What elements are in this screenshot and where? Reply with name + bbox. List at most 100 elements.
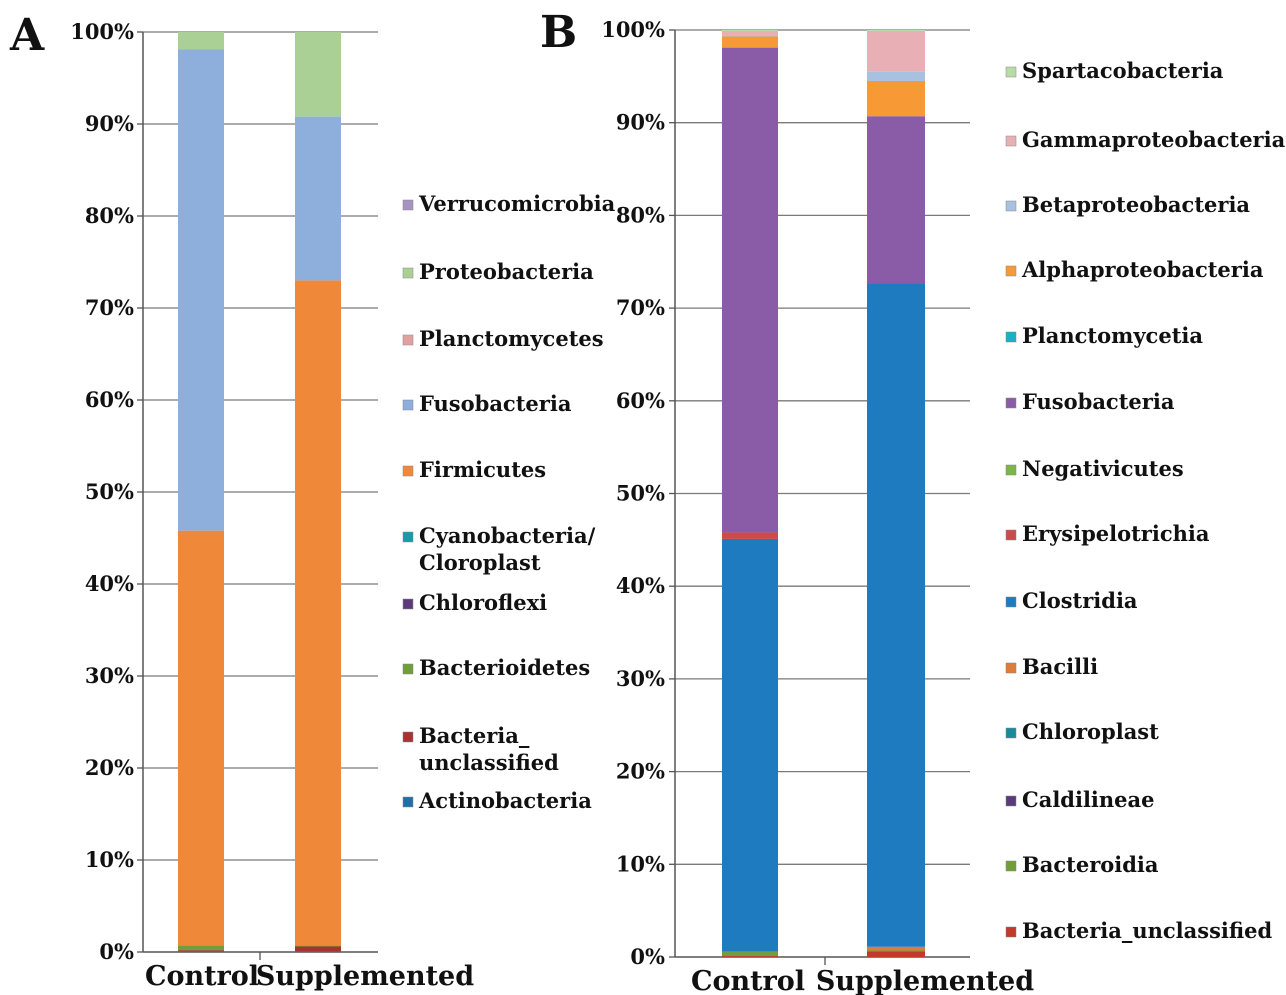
category-label: Control <box>145 961 259 992</box>
legend-label: Bacterioidetes <box>419 655 590 680</box>
y-tick-label: 0% <box>99 939 134 964</box>
legend-label: Betaproteobacteria <box>1022 192 1250 217</box>
bar-segment <box>295 32 341 117</box>
legend-swatch <box>1006 398 1016 408</box>
bar-segment <box>722 36 778 47</box>
legend-label: Bacteria_unclassified <box>1022 918 1273 943</box>
bar-segment <box>295 951 341 952</box>
y-tick-label: 80% <box>85 203 134 228</box>
panel-label: A <box>9 10 45 61</box>
y-tick-label: 60% <box>85 387 134 412</box>
bar-segment <box>722 532 778 538</box>
legend-swatch <box>1006 332 1016 342</box>
legend-label: Alphaproteobacteria <box>1021 257 1264 282</box>
y-tick-label: 80% <box>616 202 665 227</box>
legend-label: Bacteria_unclassified <box>419 723 559 775</box>
panel-label: B <box>540 7 577 58</box>
legend-label: Proteobacteria <box>419 259 594 284</box>
legend-label: Clostridia <box>1022 588 1138 613</box>
y-tick-label: 30% <box>85 663 134 688</box>
legend-label: Firmicutes <box>419 457 546 482</box>
bar-segment <box>722 951 778 956</box>
legend-swatch <box>403 599 413 609</box>
legend-swatch <box>403 797 413 807</box>
y-tick-label: 70% <box>85 295 134 320</box>
y-tick-label: 100% <box>70 19 134 44</box>
y-tick-label: 0% <box>630 944 665 969</box>
bar-segment <box>722 36 778 37</box>
legend-label: Fusobacteria <box>419 391 572 416</box>
legend-label: Verrucomicrobia <box>418 191 616 216</box>
legend-swatch <box>1006 927 1016 937</box>
legend-label: Planctomycetia <box>1022 323 1203 348</box>
bar-segment <box>867 31 925 72</box>
bar-segment <box>867 72 925 81</box>
bar-segment <box>867 30 925 31</box>
y-tick-label: 90% <box>616 110 665 135</box>
legend-swatch <box>403 335 413 345</box>
bar-segment <box>295 946 341 947</box>
y-tick-label: 40% <box>85 571 134 596</box>
y-tick-label: 70% <box>616 295 665 320</box>
bar-segment <box>178 951 224 952</box>
bar-segment <box>722 539 778 952</box>
bar-segment <box>722 31 778 36</box>
y-tick-label: 50% <box>85 479 134 504</box>
y-tick-label: 90% <box>85 111 134 136</box>
legend-label: Negativicutes <box>1022 456 1184 481</box>
category-label: Supplemented <box>256 961 474 992</box>
bar-segment <box>295 117 341 281</box>
y-tick-label: 40% <box>616 573 665 598</box>
bar-segment <box>722 956 778 957</box>
y-tick-label: 10% <box>616 851 665 876</box>
legend-swatch <box>1006 796 1016 806</box>
legend-label: Cyanobacteria/Cloroplast <box>419 523 596 575</box>
legend-label: Bacilli <box>1022 654 1098 679</box>
bar-segment <box>722 30 778 31</box>
legend-label: Chloroflexi <box>419 590 547 615</box>
legend-swatch <box>403 200 413 210</box>
legend-label: Fusobacteria <box>1022 389 1175 414</box>
legend-swatch <box>1006 861 1016 871</box>
legend-swatch <box>1006 266 1016 276</box>
category-label: Supplemented <box>816 966 1034 995</box>
legend-label: Chloroplast <box>1022 719 1159 744</box>
legend-label: Erysipelotrichia <box>1022 521 1210 546</box>
legend-swatch <box>403 732 413 742</box>
legend-swatch <box>1006 663 1016 673</box>
bar-segment <box>867 947 925 951</box>
category-label: Control <box>691 966 805 995</box>
legend-swatch <box>1006 201 1016 211</box>
bar-segment <box>295 946 341 951</box>
legend-swatch <box>1006 597 1016 607</box>
y-tick-label: 50% <box>616 481 665 506</box>
bar-segment <box>867 951 925 952</box>
legend-label: Actinobacteria <box>418 788 592 813</box>
y-tick-label: 30% <box>616 666 665 691</box>
y-tick-label: 60% <box>616 388 665 413</box>
legend-swatch <box>403 268 413 278</box>
panel-a: A 0% 10% 20% 30% 40% 50% 60% 70% 80% 90% 100% Contro… <box>9 10 616 992</box>
bar-segment <box>178 32 224 49</box>
legend-swatch <box>1006 67 1016 77</box>
y-tick-label: 20% <box>616 759 665 784</box>
bar-segment <box>722 48 778 533</box>
panel-b: B 0% 10% 20% 30% 40% 50% 60% 70% 80% 90% 100% Contro… <box>540 7 1286 995</box>
legend-swatch <box>403 664 413 674</box>
legend-label: Planctomycetes <box>419 326 604 351</box>
legend-swatch <box>403 400 413 410</box>
y-tick-label: 20% <box>85 755 134 780</box>
legend-label: Caldilineae <box>1022 787 1155 812</box>
bar-segment <box>867 951 925 957</box>
legend-swatch <box>1006 728 1016 738</box>
legend-swatch <box>403 466 413 476</box>
legend-swatch <box>1006 530 1016 540</box>
legend-swatch <box>1006 465 1016 475</box>
y-tick-label: 100% <box>601 17 665 42</box>
legend-swatch <box>403 532 413 542</box>
legend-label: Gammaproteobacteria <box>1022 127 1286 152</box>
bar-segment <box>178 946 224 951</box>
bar-segment <box>867 116 925 283</box>
bar-segment <box>867 81 925 116</box>
